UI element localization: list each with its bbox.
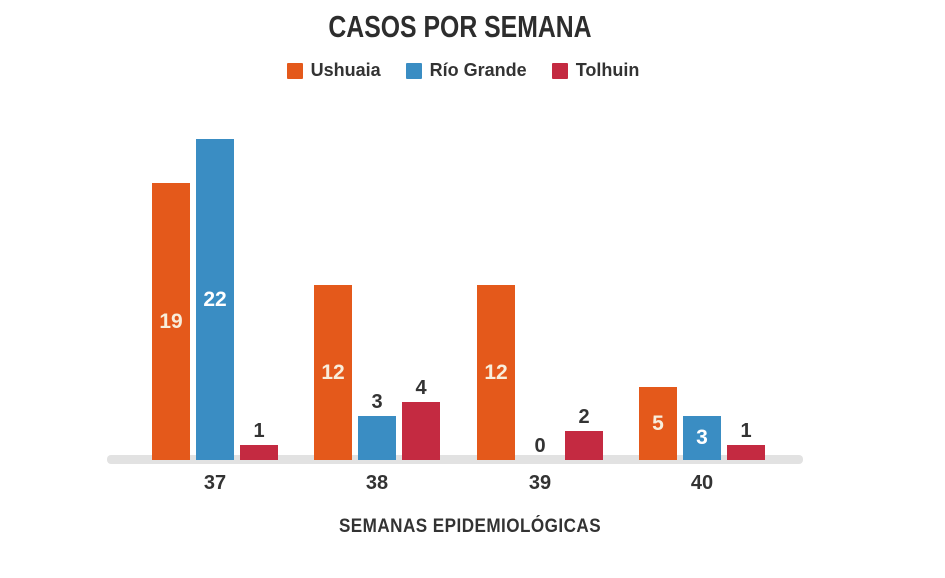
value-label-rio-grande-week-37: 22 xyxy=(203,287,227,311)
x-axis-baseline xyxy=(107,455,803,464)
bar-tolhuin-week-37 xyxy=(240,445,278,460)
value-label-ushuaia-week-39: 12 xyxy=(484,360,508,384)
bar-tolhuin-week-40 xyxy=(727,445,765,460)
legend-label-tolhuin: Tolhuin xyxy=(575,60,640,80)
legend-item-ushuaia: Ushuaia xyxy=(286,60,381,81)
bar-ushuaia-week-37 xyxy=(152,183,190,460)
legend-swatch-tolhuin xyxy=(551,62,568,79)
value-label-ushuaia-week-37: 19 xyxy=(159,309,183,333)
bar-rio-grande-week-38 xyxy=(358,416,396,460)
value-label-ushuaia-week-38: 12 xyxy=(321,360,345,384)
value-label-tolhuin-week-37: 1 xyxy=(253,420,265,442)
value-label-tolhuin-week-40: 1 xyxy=(740,420,752,442)
bar-ushuaia-week-40 xyxy=(639,387,677,460)
bar-rio-grande-week-37 xyxy=(196,139,234,460)
value-label-ushuaia-week-40: 5 xyxy=(652,411,664,435)
x-axis-title: SEMANAS EPIDEMIOLÓGICAS xyxy=(338,516,602,537)
bar-rio-grande-week-40 xyxy=(683,416,721,460)
value-label-tolhuin-week-39: 2 xyxy=(578,406,590,428)
legend-swatch-ushuaia xyxy=(286,62,303,79)
bar-tolhuin-week-39 xyxy=(565,431,603,460)
legend-label-rio-grande: Río Grande xyxy=(429,60,527,80)
legend-label-ushuaia: Ushuaia xyxy=(310,60,381,80)
x-tick-39: 39 xyxy=(528,472,552,494)
value-label-rio-grande-week-39: 0 xyxy=(534,435,546,457)
value-label-rio-grande-week-40: 3 xyxy=(696,426,708,449)
bar-ushuaia-week-39 xyxy=(477,285,515,460)
x-tick-40: 40 xyxy=(690,472,714,494)
chart-title: CASOS POR SEMANA xyxy=(328,9,592,44)
bar-ushuaia-week-38 xyxy=(314,285,352,460)
legend-swatch-rio-grande xyxy=(405,62,422,79)
value-label-rio-grande-week-38: 3 xyxy=(371,391,383,413)
legend-item-tolhuin: Tolhuin xyxy=(551,60,640,81)
value-label-tolhuin-week-38: 4 xyxy=(415,377,427,399)
legend-item-rio-grande: Río Grande xyxy=(405,60,527,81)
bar-tolhuin-week-38 xyxy=(402,402,440,460)
x-tick-37: 37 xyxy=(203,472,227,494)
legend: Ushuaia Río Grande Tolhuin xyxy=(0,60,926,81)
x-tick-38: 38 xyxy=(365,472,389,494)
